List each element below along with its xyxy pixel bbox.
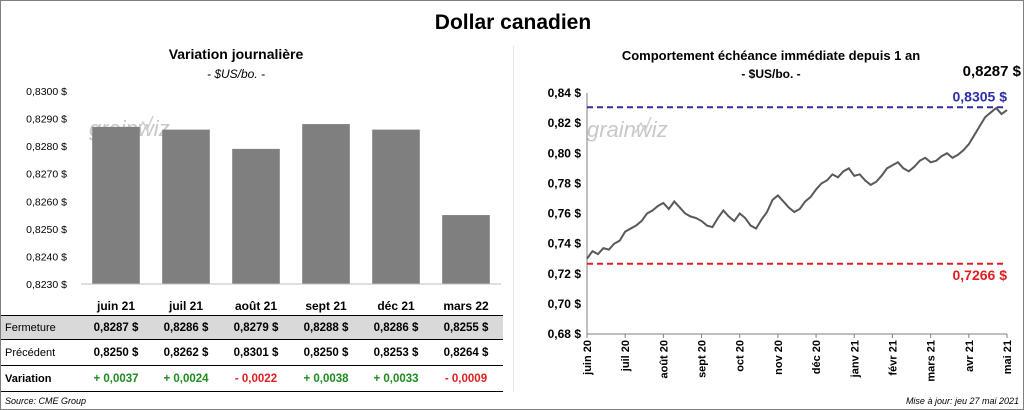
x-tick-label: mai 21 — [1002, 340, 1014, 374]
x-tick-label: août 21 — [235, 299, 277, 313]
x-tick-label: juin 20 — [582, 340, 594, 376]
bar — [232, 148, 280, 284]
bar — [372, 129, 420, 284]
x-tick-label: oct 20 — [735, 340, 747, 372]
y-tick-label: 0,8270 $ — [26, 169, 67, 181]
table-cell: 0,8286 $ — [163, 321, 209, 334]
y-tick-label: 0,8230 $ — [26, 279, 67, 291]
table-cell: 0,8286 $ — [373, 321, 419, 334]
x-tick-label: sept 20 — [697, 340, 709, 378]
right-chart-title: Comportement échéance immédiate depuis 1… — [621, 48, 921, 63]
source-note: Source: CME Group — [5, 396, 87, 406]
high-label: 0,8305 $ — [953, 88, 1008, 104]
y-tick-label: 0,70 $ — [548, 297, 582, 311]
table-cell: 0,8250 $ — [303, 347, 349, 359]
table-cell: 0,8287 $ — [93, 321, 139, 334]
table-cell: + 0,0038 — [303, 373, 349, 385]
table-row-variation: Variation + 0,0037 + 0,0024 - 0,0022 + 0,00… — [1, 367, 503, 392]
watermark-mark — [136, 115, 154, 133]
y-tick-label: 0,76 $ — [548, 207, 582, 221]
right-chart-subtitle: - $US/bo. - — [741, 67, 801, 81]
table-cell: 0,8253 $ — [373, 347, 419, 359]
bar — [442, 215, 490, 284]
y-tick-label: 0,8280 $ — [26, 141, 67, 153]
bar — [162, 129, 210, 284]
x-tick-label: août 20 — [658, 340, 670, 379]
table-row-fermeture: Fermeture 0,8287 $ 0,8286 $ 0,8279 $ 0,8288… — [1, 315, 503, 340]
y-tick-label: 0,84 $ — [548, 86, 582, 100]
y-tick-label: 0,8240 $ — [26, 251, 67, 263]
y-tick-label: 0,8300 $ — [26, 86, 67, 98]
left-chart-subtitle: - $US/bo. - — [206, 67, 266, 81]
table-cell: 0,8279 $ — [233, 321, 279, 334]
last-value: 0,8287 $ — [962, 63, 1021, 80]
watermark-logo: grainwiz — [587, 116, 668, 142]
left-chart-title: Variation journalière — [168, 46, 304, 62]
table-cell: - 0,0009 — [444, 373, 488, 385]
update-note: Mise à jour: jeu 27 mai 2021 — [905, 396, 1019, 406]
bar — [92, 126, 140, 284]
table-cell: + 0,0024 — [163, 373, 209, 385]
table-cell: + 0,0037 — [93, 373, 139, 385]
x-tick-label: juin 21 — [96, 299, 135, 313]
x-tick-label: déc 20 — [811, 340, 823, 374]
y-tick-label: 0,74 $ — [548, 237, 582, 251]
table-cell: 0,8301 $ — [233, 347, 279, 359]
series-line — [586, 106, 1008, 260]
table-row-precedent: Précédent 0,8250 $ 0,8262 $ 0,8301 $ 0,8250… — [1, 341, 503, 366]
divider — [513, 46, 514, 391]
y-tick-label: 0,8250 $ — [26, 224, 67, 236]
x-tick-label: déc 21 — [377, 299, 415, 313]
y-tick-label: 0,80 $ — [548, 146, 582, 160]
table-cell: 0,8264 $ — [443, 347, 489, 359]
y-tick-label: 0,82 $ — [548, 116, 582, 130]
table-cell: 0,8250 $ — [93, 347, 139, 359]
table-cell: + 0,0033 — [373, 373, 419, 385]
bar — [302, 124, 350, 284]
table-cell: 0,8288 $ — [303, 321, 349, 334]
y-tick-label: 0,78 $ — [548, 176, 582, 190]
page-title: Dollar canadien — [434, 11, 592, 34]
y-tick-label: 0,8260 $ — [26, 196, 67, 208]
low-label: 0,7266 $ — [953, 267, 1008, 283]
row-label-fermeture: Fermeture — [5, 321, 56, 334]
table-cell: 0,8255 $ — [443, 321, 489, 334]
x-tick-label: juil 21 — [168, 299, 203, 313]
y-tick-label: 0,72 $ — [548, 267, 582, 281]
line-chart: grainwiz 0,68 $ 0,70 $ 0,72 $ 0,74 $ 0,76 $ 0,… — [548, 86, 1014, 382]
x-tick-label: mars 21 — [926, 340, 938, 382]
x-tick-label: avr 21 — [964, 340, 976, 372]
row-label-precedent: Précédent — [5, 347, 56, 359]
watermark-text: grainwiz — [587, 117, 668, 142]
x-tick-label: sept 21 — [305, 299, 347, 313]
y-tick-label: 0,68 $ — [548, 327, 582, 341]
table-cell: 0,8262 $ — [163, 347, 209, 359]
row-label-variation: Variation — [5, 373, 52, 385]
y-tick-label: 0,8290 $ — [26, 114, 67, 126]
x-tick-label: janv 21 — [849, 340, 861, 378]
x-tick-label: févr 21 — [887, 340, 899, 375]
table-cell: - 0,0022 — [234, 373, 278, 385]
watermark-mark — [634, 116, 652, 134]
x-tick-label: juil 20 — [620, 340, 632, 372]
x-tick-label: mars 22 — [443, 299, 489, 313]
x-tick-label: nov 20 — [773, 340, 785, 375]
